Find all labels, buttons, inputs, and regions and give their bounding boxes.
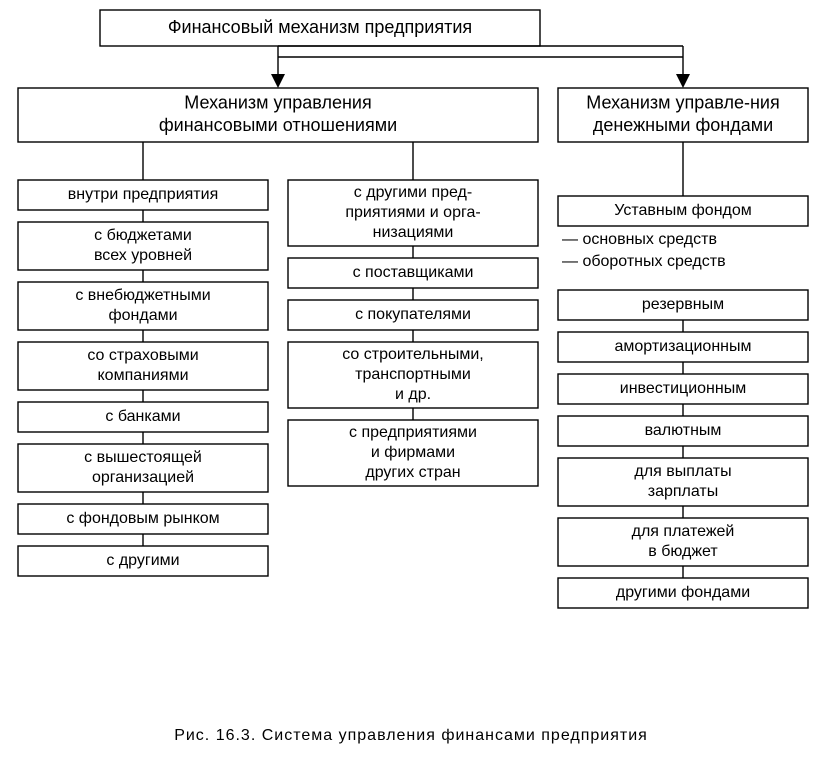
svg-text:Механизм управле-ния: Механизм управле-ния bbox=[586, 93, 779, 113]
svg-text:других стран: других стран bbox=[365, 464, 460, 481]
svg-text:валютным: валютным bbox=[645, 422, 722, 439]
svg-text:финансовыми отношениями: финансовыми отношениями bbox=[159, 115, 397, 135]
svg-text:транспортными: транспортными bbox=[355, 366, 471, 383]
col3-note-0: — основных средств bbox=[562, 231, 717, 248]
svg-text:с бюджетами: с бюджетами bbox=[94, 227, 192, 244]
figure-caption: Рис. 16.3. Система управления финансами … bbox=[174, 727, 648, 744]
col3-note-1: — оборотных средств bbox=[562, 253, 726, 270]
svg-text:всех уровней: всех уровней bbox=[94, 247, 192, 264]
svg-text:для платежей: для платежей bbox=[632, 523, 735, 540]
svg-text:с вышестоящей: с вышестоящей bbox=[84, 449, 202, 466]
svg-text:приятиями и орга-: приятиями и орга- bbox=[345, 204, 480, 221]
svg-text:и др.: и др. bbox=[395, 386, 431, 403]
svg-text:компаниями: компаниями bbox=[97, 367, 188, 384]
svg-text:для выплаты: для выплаты bbox=[634, 463, 731, 480]
svg-text:зарплаты: зарплаты bbox=[648, 483, 719, 500]
svg-text:со строительными,: со строительными, bbox=[342, 346, 484, 363]
svg-text:денежными фондами: денежными фондами bbox=[593, 115, 773, 135]
svg-text:Финансовый механизм предприяти: Финансовый механизм предприятия bbox=[168, 17, 472, 37]
svg-text:с банками: с банками bbox=[105, 408, 180, 425]
svg-text:другими фондами: другими фондами bbox=[616, 584, 750, 601]
svg-text:с поставщиками: с поставщиками bbox=[353, 264, 474, 281]
svg-text:внутри предприятия: внутри предприятия bbox=[68, 186, 218, 203]
svg-text:с фондовым рынком: с фондовым рынком bbox=[66, 510, 219, 527]
svg-text:с покупателями: с покупателями bbox=[355, 306, 471, 323]
svg-text:с другими: с другими bbox=[106, 552, 179, 569]
svg-text:с другими пред-: с другими пред- bbox=[354, 184, 472, 201]
svg-text:инвестиционным: инвестиционным bbox=[620, 380, 746, 397]
svg-text:с предприятиями: с предприятиями bbox=[349, 424, 477, 441]
svg-text:фондами: фондами bbox=[108, 307, 177, 324]
svg-text:в бюджет: в бюджет bbox=[648, 543, 718, 560]
svg-text:Уставным фондом: Уставным фондом bbox=[614, 202, 752, 219]
svg-text:низациями: низациями bbox=[373, 224, 454, 241]
svg-text:со страховыми: со страховыми bbox=[87, 347, 198, 364]
svg-text:и фирмами: и фирмами bbox=[371, 444, 455, 461]
svg-text:резервным: резервным bbox=[642, 296, 724, 313]
svg-text:Механизм управления: Механизм управления bbox=[184, 93, 371, 113]
svg-text:организацией: организацией bbox=[92, 469, 194, 486]
svg-text:амортизационным: амортизационным bbox=[614, 338, 751, 355]
diagram-canvas: Финансовый механизм предприятия Механизм … bbox=[0, 0, 822, 768]
svg-text:с внебюджетными: с внебюджетными bbox=[75, 287, 210, 304]
